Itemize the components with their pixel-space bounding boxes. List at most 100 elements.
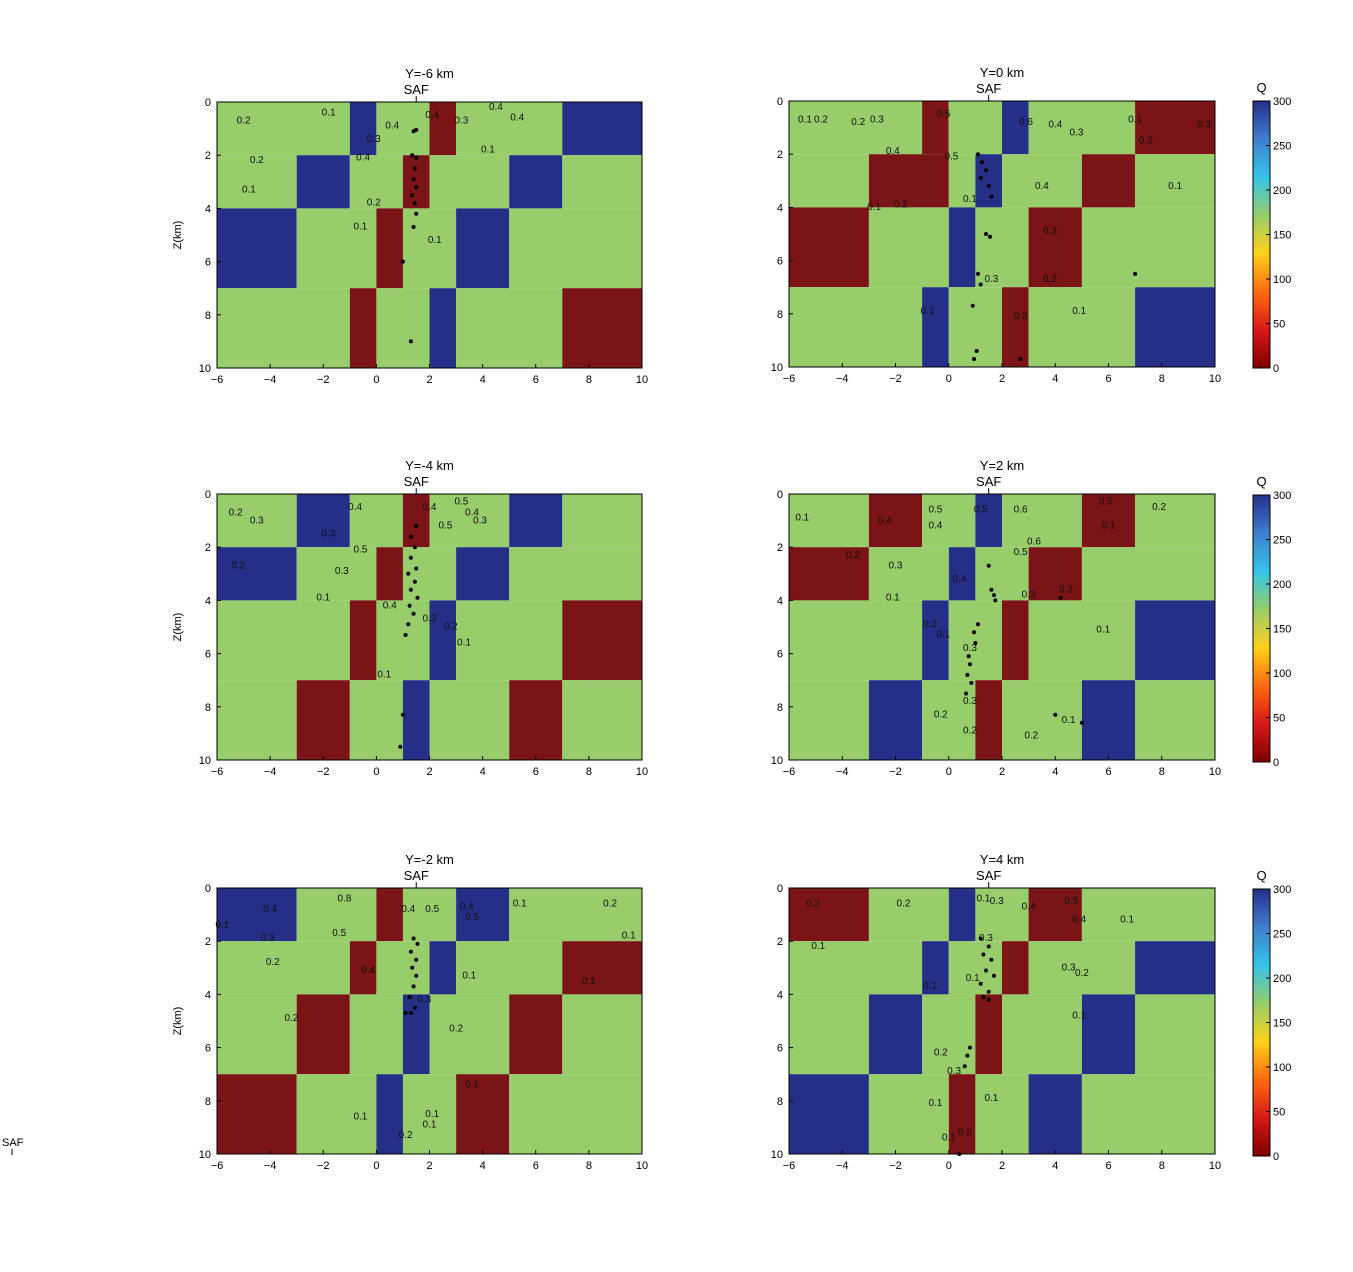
contour-label: 0.2 bbox=[934, 709, 948, 720]
contour-label: 0.3 bbox=[1043, 226, 1057, 237]
heatmap-cell bbox=[975, 888, 1029, 942]
event-point bbox=[408, 587, 413, 592]
x-tick-label: 4 bbox=[1052, 766, 1058, 778]
heatmap-cell bbox=[296, 888, 377, 942]
heatmap-cell bbox=[217, 1074, 297, 1154]
event-point bbox=[412, 579, 417, 584]
heatmap-cell bbox=[1028, 941, 1136, 995]
contour-label: 0.1 bbox=[1072, 1010, 1086, 1021]
event-point bbox=[400, 259, 405, 264]
contour-label: 0.3 bbox=[889, 561, 903, 572]
heatmap-cell bbox=[296, 680, 350, 760]
heatmap-cell bbox=[1028, 888, 1082, 942]
event-point bbox=[412, 201, 417, 206]
colorbar-tick-label: 300 bbox=[1273, 490, 1291, 502]
heatmap-cell bbox=[948, 287, 1003, 367]
contour-label: 0.5 bbox=[944, 152, 958, 163]
contour-label: 0.1 bbox=[481, 145, 495, 156]
contour-label: 0.4 bbox=[423, 502, 437, 513]
event-point bbox=[1079, 720, 1084, 725]
heatmap-cell bbox=[975, 547, 1029, 601]
contour-label: 0.2 bbox=[923, 619, 937, 630]
x-tick-label: −6 bbox=[211, 1160, 224, 1172]
contour-label: 0.1 bbox=[462, 970, 476, 981]
event-point bbox=[414, 211, 419, 216]
contour-label: 0.4 bbox=[886, 146, 900, 157]
contour-label: 0.1 bbox=[1096, 624, 1110, 635]
heatmap-cell bbox=[789, 547, 869, 601]
heatmap-cell bbox=[562, 155, 642, 209]
x-tick-label: 10 bbox=[1209, 766, 1221, 778]
contour-label: 0.3 bbox=[963, 643, 977, 654]
contour-label: 0.3 bbox=[423, 614, 437, 625]
x-tick-label: 8 bbox=[586, 1160, 592, 1172]
contour-label: 0.2 bbox=[1152, 502, 1166, 513]
heatmap-cell bbox=[217, 600, 350, 681]
heatmap-cell bbox=[1081, 154, 1136, 208]
x-tick-label: −2 bbox=[889, 373, 902, 385]
x-tick-label: 8 bbox=[1159, 1160, 1165, 1172]
x-tick-label: −2 bbox=[889, 1160, 902, 1172]
contour-label: 0.2 bbox=[1024, 731, 1038, 742]
heatmap-cell bbox=[1135, 101, 1215, 155]
heatmap-cell bbox=[456, 547, 510, 601]
event-point bbox=[981, 952, 986, 957]
x-tick-label: −4 bbox=[264, 766, 277, 778]
contour-label: 0.4 bbox=[263, 904, 277, 915]
heatmap-cell bbox=[975, 1074, 1029, 1154]
panels: 0.2 0.1 0.4 0.3 0.4 0.4 0.3 0.4 0.4 0.1 0.2 0.1 0.2 0… bbox=[172, 65, 1221, 1172]
y-tick-label: 0 bbox=[205, 489, 211, 501]
x-tick-label: 2 bbox=[426, 1160, 432, 1172]
event-point bbox=[415, 595, 420, 600]
heatmap-cell bbox=[217, 494, 297, 548]
contour-label: 0.4 bbox=[460, 901, 474, 912]
y-tick-label: 4 bbox=[777, 989, 783, 1001]
contour-label: 0.1 bbox=[622, 931, 636, 942]
event-point bbox=[411, 984, 416, 989]
contour-label: 0.3 bbox=[454, 115, 468, 126]
y-tick-label: 4 bbox=[205, 595, 211, 607]
heatmap-cell bbox=[1002, 101, 1029, 155]
contour-label: 0.5 bbox=[1064, 896, 1078, 907]
event-point bbox=[965, 672, 970, 677]
contour-label: 0.1 bbox=[1168, 181, 1182, 192]
heatmap-cell bbox=[296, 208, 377, 289]
contour-label: 0.5 bbox=[353, 545, 367, 556]
y-tick-label: 6 bbox=[777, 649, 783, 661]
stray-saf-label: SAF bbox=[2, 1137, 24, 1149]
heatmap-cell bbox=[296, 994, 350, 1075]
contour-label: 0.1 bbox=[928, 1098, 942, 1109]
x-tick-label: −6 bbox=[783, 1160, 796, 1172]
heatmap-cell bbox=[975, 994, 1002, 1075]
event-point bbox=[407, 995, 412, 1000]
contour-label: 0.6 bbox=[1019, 117, 1033, 128]
heatmap-cell bbox=[376, 1074, 403, 1154]
heatmap-cell bbox=[349, 155, 403, 209]
heatmap-cell bbox=[868, 888, 949, 942]
event-point bbox=[408, 1011, 413, 1015]
x-tick-label: 0 bbox=[373, 1160, 379, 1172]
heatmap-cell bbox=[1002, 994, 1082, 1075]
event-point bbox=[972, 357, 976, 361]
event-point bbox=[411, 936, 416, 941]
contour-label: 0.2 bbox=[1043, 274, 1057, 285]
y-tick-label: 6 bbox=[777, 1043, 783, 1055]
x-tick-label: 10 bbox=[636, 766, 648, 778]
heatmap-cell bbox=[1028, 287, 1136, 367]
heatmap-cell bbox=[868, 994, 923, 1075]
contour-label: 0.3 bbox=[335, 566, 349, 577]
event-point bbox=[412, 166, 417, 171]
heatmap-cell bbox=[217, 155, 297, 209]
heatmap-cell bbox=[402, 494, 430, 548]
x-tick-label: 0 bbox=[373, 374, 379, 386]
heatmap-cell bbox=[1028, 207, 1082, 288]
heatmap-cell bbox=[376, 208, 403, 289]
contour-label: 0.3 bbox=[947, 1066, 961, 1077]
y-tick-label: 4 bbox=[777, 595, 783, 607]
heatmap-cell bbox=[975, 154, 1002, 208]
contour-label: 0.1 bbox=[976, 893, 990, 904]
heatmap-cell bbox=[1135, 287, 1215, 367]
heatmap-cell bbox=[296, 547, 377, 601]
contour-label: 0.4 bbox=[383, 600, 397, 611]
